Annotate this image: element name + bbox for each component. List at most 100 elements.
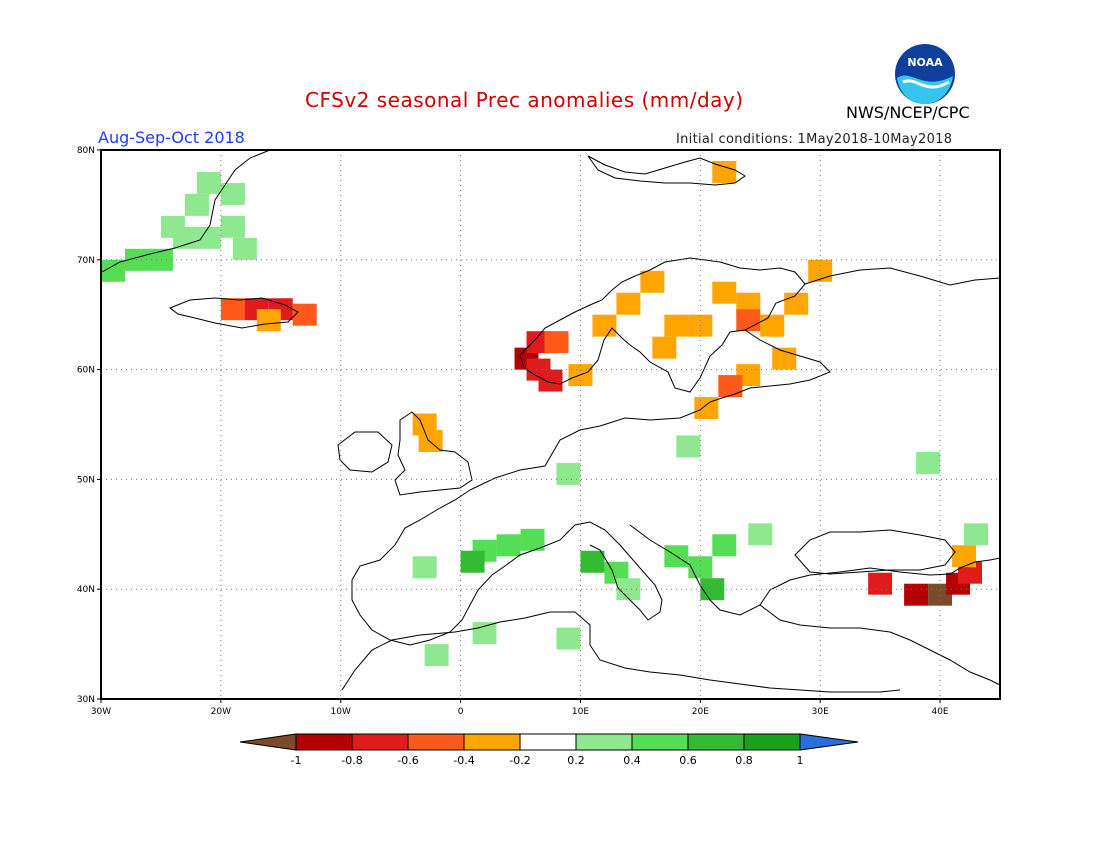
anomaly-cell — [412, 556, 437, 579]
anomaly-cell — [748, 523, 773, 546]
colorbar-tick-label: 0.2 — [567, 754, 585, 767]
colorbar-tick-label: -0.4 — [453, 754, 474, 767]
coastlines — [101, 149, 1001, 693]
anomaly-cell — [292, 303, 317, 326]
colorbar-swatch — [463, 733, 521, 751]
colorbar-swatches — [239, 733, 859, 751]
lat-tick-label: 30N — [77, 695, 95, 705]
anomaly-cell — [556, 627, 581, 650]
coast-kola — [804, 267, 1001, 286]
colorbar-swatch — [687, 733, 745, 751]
lon-tick-label: 20E — [692, 707, 709, 717]
colorbar-swatch — [295, 733, 353, 751]
anomaly-cell — [904, 583, 929, 606]
colorbar-tick-label: -0.6 — [397, 754, 418, 767]
colorbar-high-arrow — [799, 733, 859, 751]
anomaly-cell — [760, 314, 785, 337]
colorbar-tick-label: 0.6 — [679, 754, 697, 767]
anomaly-cell — [616, 578, 641, 601]
anomaly-cell — [718, 375, 743, 398]
lat-tick-label: 40N — [77, 585, 95, 595]
anomaly-cell — [664, 314, 689, 337]
coast-turkey-south — [759, 604, 1001, 686]
lon-tick-label: 10E — [572, 707, 589, 717]
anomaly-cell — [712, 534, 737, 557]
anomaly-cell — [640, 270, 665, 293]
logo-text: NOAA — [907, 56, 943, 69]
logo-wave — [897, 75, 953, 104]
coast-iceland — [168, 297, 299, 329]
coast-greenland — [101, 149, 271, 273]
season-label: Aug-Sep-Oct 2018 — [98, 128, 245, 147]
anomaly-cell — [652, 336, 677, 359]
coast-ireland — [337, 431, 393, 473]
anomaly-cell — [220, 215, 245, 238]
anomaly-cell — [220, 298, 245, 321]
anomaly-cell — [694, 397, 719, 420]
anomaly-cell — [160, 215, 185, 238]
anomaly-cell — [460, 550, 485, 573]
lon-tick-label: 0 — [458, 707, 464, 717]
colorbar-tick-label: -1 — [291, 754, 302, 767]
lat-tick-label: 80N — [77, 146, 95, 156]
anomaly-cell — [418, 429, 443, 452]
colorbar-low-arrow — [239, 733, 297, 751]
colorbar-labels: -1 -0.8 -0.6 -0.4 -0.2 0.2 0.4 0.6 0.8 1 — [291, 754, 804, 767]
axis-ticks: 30N 40N 50N 60N 70N 80N 30W 20W 10W 0 10E 20E 30E 40E — [77, 146, 949, 717]
colorbar-swatch — [519, 733, 577, 751]
anomaly-cell — [952, 545, 977, 568]
anomaly-cell — [964, 523, 989, 546]
lon-tick-label: 20W — [211, 707, 231, 717]
anomaly-cell — [424, 644, 449, 667]
anomaly-cell — [712, 160, 737, 183]
anomaly-cell — [196, 171, 221, 194]
logo-gull — [902, 79, 950, 89]
anomaly-cell — [538, 369, 563, 392]
anomaly-cell — [101, 259, 125, 282]
anomaly-cell — [556, 462, 581, 485]
coast-finland-russia — [709, 329, 831, 403]
anomaly-cell — [616, 292, 641, 315]
colorbar-swatch — [631, 733, 689, 751]
anomaly-cell — [580, 550, 605, 573]
anomaly-cells — [101, 160, 989, 667]
coast-scandinavia — [519, 257, 806, 393]
coast-britain — [394, 411, 473, 496]
map-frame — [100, 149, 1001, 700]
colorbar-tick-label: 0.4 — [623, 754, 641, 767]
anomaly-cell — [184, 193, 209, 216]
colorbar-swatch — [407, 733, 465, 751]
colorbar-tick-label: 1 — [797, 754, 804, 767]
lat-tick-label: 60N — [77, 366, 95, 376]
initial-conditions-label: Initial conditions: 1May2018-10May2018 — [676, 132, 953, 147]
lon-tick-label: 30E — [812, 707, 829, 717]
colorbar-tick-label: 0.8 — [735, 754, 753, 767]
anomaly-cell — [220, 182, 245, 205]
coast-svalbard — [587, 155, 746, 186]
anomaly-cell — [196, 226, 221, 249]
lat-tick-label: 50N — [77, 475, 95, 485]
map-title: CFSv2 seasonal Prec anomalies (mm/day) — [305, 88, 744, 112]
coast-black-sea — [794, 529, 956, 575]
noaa-logo: NOAA — [895, 44, 955, 104]
anomaly-cell — [520, 528, 545, 551]
anomaly-cell — [916, 451, 941, 474]
colorbar-swatch — [575, 733, 633, 751]
coast-mainland — [351, 401, 1001, 646]
lon-tick-label: 10W — [331, 707, 351, 717]
lon-tick-label: 30W — [91, 707, 111, 717]
anomaly-cell — [676, 435, 701, 458]
lat-tick-label: 70N — [77, 256, 95, 266]
anomaly-cell — [712, 281, 737, 304]
anomaly-cell — [496, 534, 521, 557]
colorbar-tick-label: -0.2 — [509, 754, 530, 767]
agency-label: NWS/NCEP/CPC — [846, 103, 970, 122]
colorbar-tick-label: -0.8 — [341, 754, 362, 767]
colorbar-swatch — [743, 733, 801, 751]
coast-north-africa — [341, 611, 901, 693]
colorbar-swatch — [351, 733, 409, 751]
anomaly-cell — [148, 248, 173, 271]
anomaly-cell — [232, 237, 257, 260]
anomaly-cell — [544, 331, 569, 354]
